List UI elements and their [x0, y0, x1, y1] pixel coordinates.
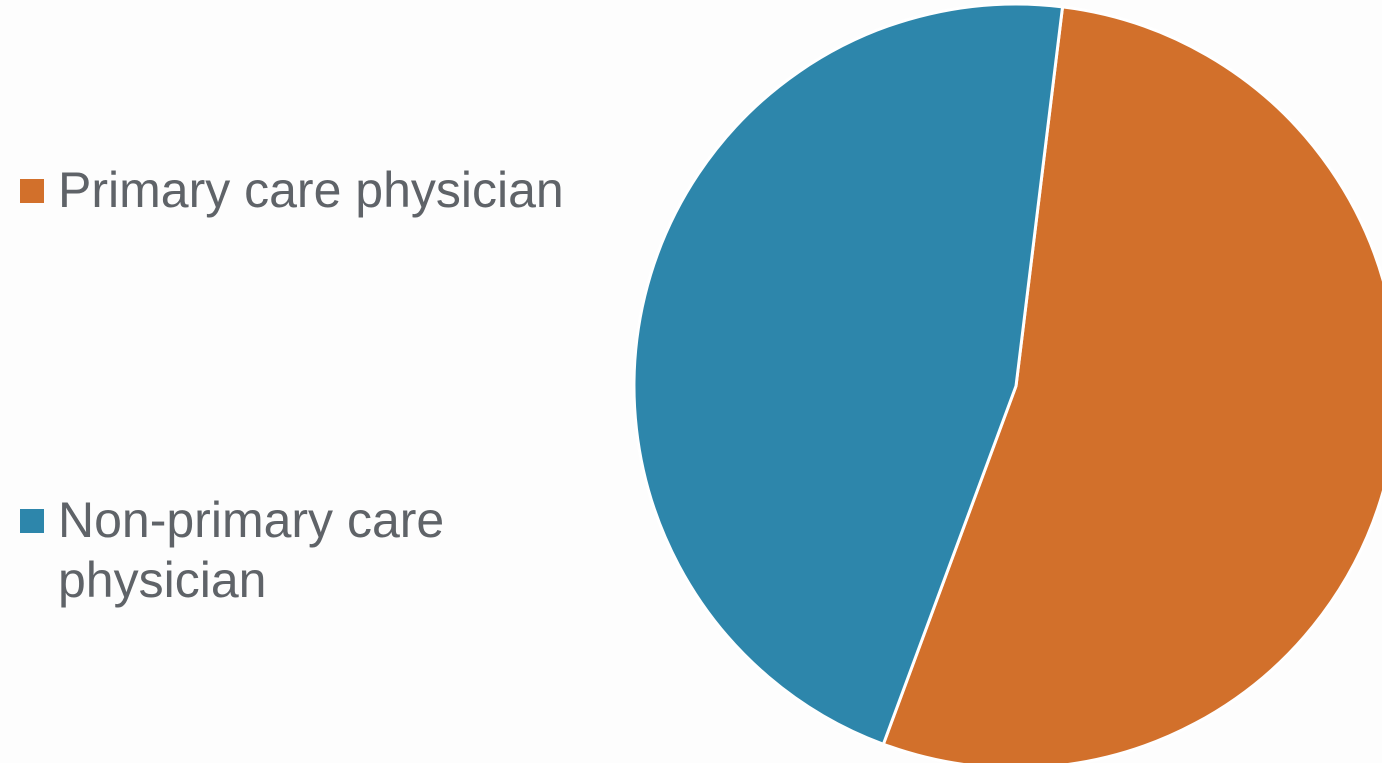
chart-legend: Primary care physician Non-primary care … [0, 0, 620, 763]
legend-swatch-primary-care [20, 179, 44, 203]
pie-slice-primary-care [881, 5, 1382, 763]
legend-label-non-primary-care: Non-primary care physician [58, 492, 445, 608]
legend-item-primary-care: Primary care physician [20, 160, 564, 220]
legend-label-primary-care: Primary care physician [58, 162, 564, 218]
legend-item-non-primary-care: Non-primary care physician [20, 490, 498, 610]
pie-slice-non-primary-care [632, 2, 1065, 746]
legend-swatch-non-primary-care [20, 509, 44, 533]
